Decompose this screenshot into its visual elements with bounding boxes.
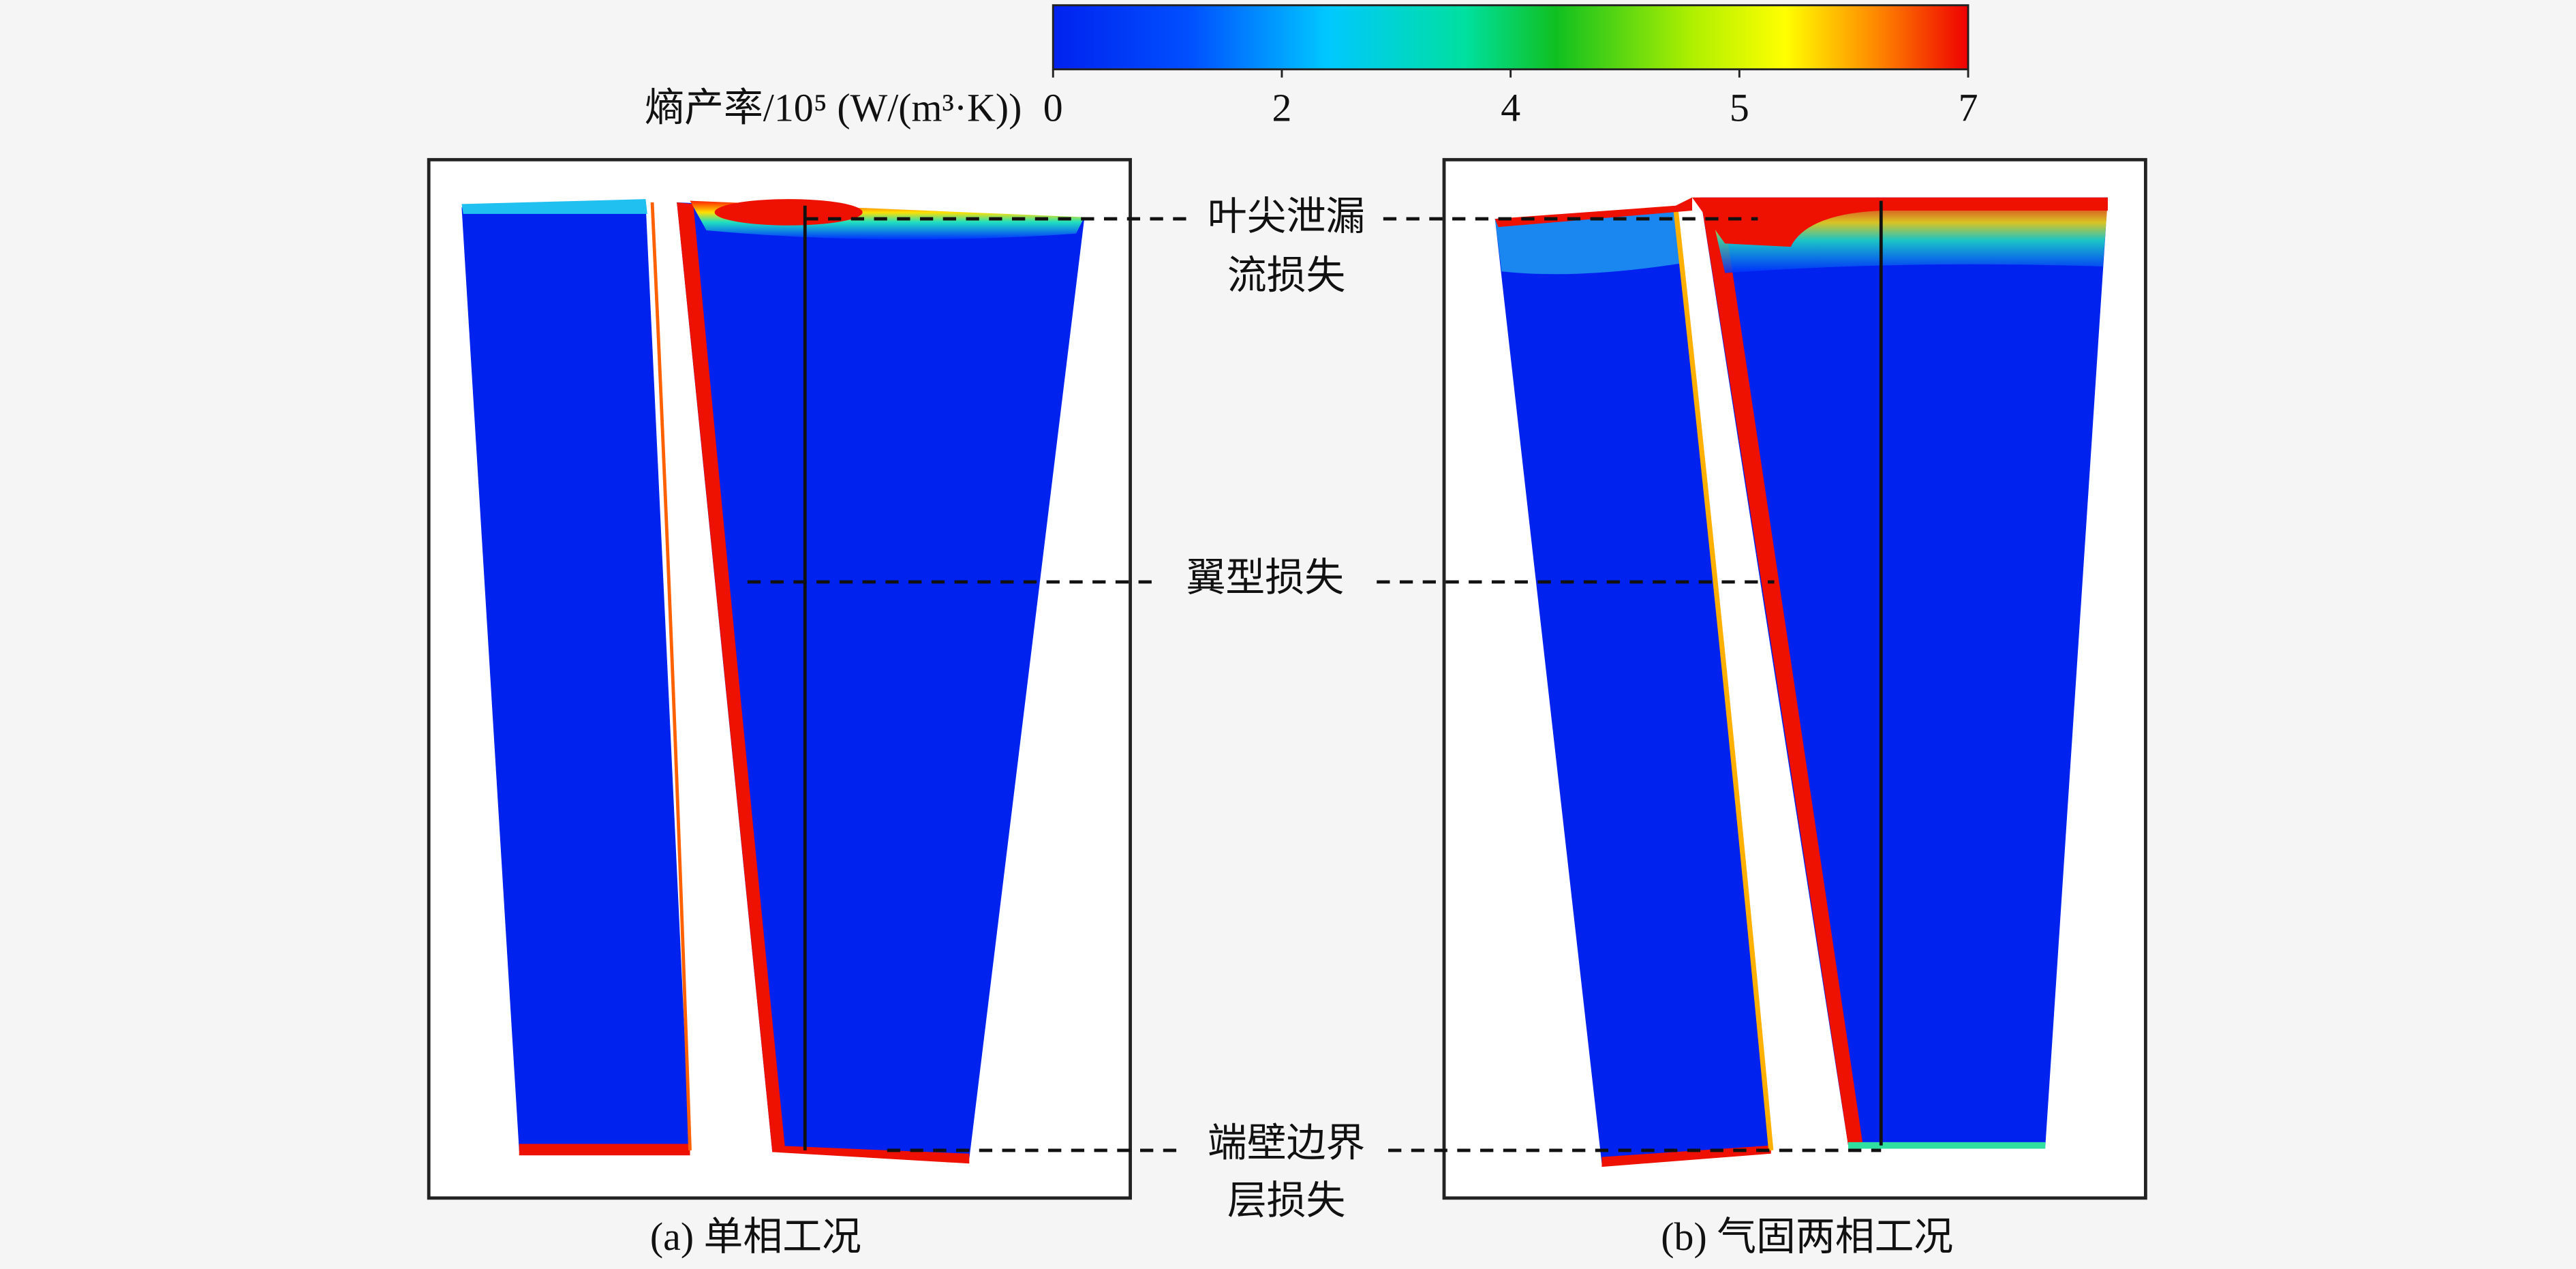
colorbar-tick-label: 0 [1043, 86, 1063, 130]
colorbar-tick-label: 4 [1501, 86, 1520, 130]
contour-region [714, 199, 863, 226]
colorbar [1052, 4, 1969, 71]
colorbar-tick-label: 5 [1730, 86, 1749, 130]
colorbar-tick-label: 2 [1272, 86, 1291, 130]
contour-region [461, 199, 647, 214]
colorbar-tick-label: 7 [1959, 86, 1978, 130]
contour-region [772, 1145, 970, 1164]
panel-caption: (a) 单相工况 [650, 1214, 861, 1259]
contour-region [1700, 197, 1863, 1146]
contour-region [1494, 197, 1693, 228]
contour-region [677, 202, 786, 1150]
contour-region [1494, 209, 1771, 1164]
contour-region [677, 202, 1085, 1159]
contour-region [1673, 209, 1774, 1151]
annotation: 端壁边界 [1208, 1120, 1365, 1165]
contour-region [1494, 209, 1683, 275]
annotation: 叶尖泄漏 [1208, 194, 1365, 239]
panel-caption: (b) 气固两相工况 [1661, 1214, 1953, 1259]
annotation: 层损失 [1227, 1178, 1346, 1223]
colorbar-label: 熵产率/10⁵ (W/(m³·K)) [645, 86, 1022, 130]
contour-region [1700, 197, 2108, 1146]
contour-region [519, 1144, 690, 1156]
contour-region [461, 202, 690, 1150]
contour-region [650, 202, 692, 1151]
annotation: 翼型损失 [1186, 555, 1344, 600]
contour-region [1692, 197, 2108, 247]
contour-region [1601, 1145, 1771, 1167]
annotation: 流损失 [1227, 254, 1346, 298]
colorbar-ticks: 0 2 4 5 7 [1043, 69, 1978, 130]
